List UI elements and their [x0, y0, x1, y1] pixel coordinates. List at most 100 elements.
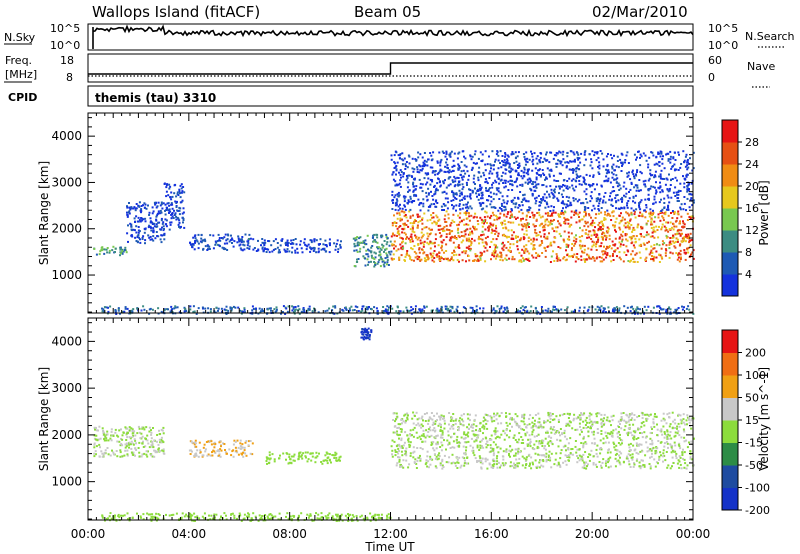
- echo-cell: [553, 309, 556, 311]
- echo-cell: [117, 309, 120, 312]
- echo-cell: [130, 207, 133, 210]
- echo-cell: [143, 206, 146, 209]
- echo-cell: [567, 161, 570, 164]
- echo-cell: [169, 221, 172, 224]
- echo-cell: [504, 168, 507, 171]
- echo-cell: [634, 310, 637, 313]
- echo-cell: [585, 232, 587, 235]
- echo-cell: [665, 208, 668, 211]
- echo-cell: [629, 306, 632, 309]
- echo-cell: [402, 228, 405, 231]
- echo-cell: [630, 181, 633, 184]
- echo-cell: [615, 217, 618, 220]
- echo-cell: [623, 305, 626, 308]
- echo-cell: [424, 164, 427, 167]
- echo-cell: [423, 240, 426, 243]
- echo-cell: [619, 245, 622, 248]
- echo-cell: [546, 167, 549, 170]
- echo-cell: [578, 157, 581, 160]
- echo-cell: [685, 153, 688, 156]
- echo-cell: [615, 165, 618, 168]
- echo-cell: [495, 463, 498, 466]
- echo-cell: [523, 245, 526, 248]
- echo-cell: [304, 243, 307, 246]
- echo-cell: [421, 308, 424, 311]
- echo-cell: [664, 254, 667, 257]
- echo-cell: [302, 307, 305, 309]
- echo-cell: [674, 159, 677, 161]
- echo-cell: [291, 246, 294, 249]
- echo-cell: [248, 245, 251, 248]
- echo-cell: [239, 238, 242, 241]
- echo-cell: [336, 239, 339, 242]
- echo-cell: [515, 160, 518, 163]
- echo-cell: [416, 168, 419, 171]
- echo-cell: [687, 233, 690, 236]
- echo-cell: [200, 241, 203, 244]
- echo-cell: [105, 433, 108, 436]
- echo-cell: [229, 307, 232, 310]
- echo-cell: [373, 240, 376, 243]
- echo-cell: [502, 450, 505, 453]
- echo-cell: [156, 450, 158, 453]
- echo-cell: [551, 227, 554, 230]
- echo-cell: [178, 206, 181, 209]
- echo-cell: [650, 258, 652, 261]
- echo-cell: [405, 161, 408, 163]
- echo-cell: [444, 214, 447, 217]
- echo-cell: [233, 439, 236, 442]
- echo-cell: [487, 227, 490, 230]
- echo-cell: [252, 307, 255, 310]
- echo-cell: [667, 433, 670, 436]
- echo-cell: [542, 460, 545, 463]
- echo-cell: [541, 226, 544, 229]
- echo-cell: [628, 227, 631, 230]
- echo-cell: [417, 221, 420, 224]
- echo-cell: [196, 449, 199, 452]
- echo-cell: [616, 460, 618, 463]
- echo-cell: [504, 226, 507, 229]
- echo-cell: [324, 459, 327, 462]
- echo-cell: [107, 439, 110, 442]
- echo-cell: [518, 259, 521, 262]
- echo-cell: [383, 261, 386, 264]
- echo-cell: [520, 260, 523, 263]
- echo-cell: [522, 153, 525, 155]
- echo-cell: [403, 157, 406, 160]
- echo-cell: [236, 241, 239, 244]
- echo-cell: [248, 440, 250, 443]
- echo-cell: [365, 337, 368, 340]
- echo-cell: [98, 425, 101, 428]
- echo-cell: [679, 190, 682, 192]
- echo-cell: [217, 449, 220, 452]
- echo-cell: [669, 158, 672, 161]
- echo-cell: [676, 238, 679, 241]
- echo-cell: [157, 221, 160, 224]
- echo-cell: [141, 219, 144, 222]
- echo-cell: [625, 245, 628, 248]
- echo-cell: [623, 224, 626, 227]
- echo-cell: [492, 164, 495, 167]
- echo-cell: [542, 196, 545, 199]
- echo-cell: [688, 216, 691, 219]
- echo-cell: [548, 193, 551, 196]
- echo-cell: [643, 305, 646, 308]
- echo-cell: [384, 248, 387, 251]
- echo-cell: [360, 331, 363, 334]
- echo-cell: [602, 307, 605, 310]
- echo-cell: [166, 202, 169, 205]
- echo-cell: [501, 155, 504, 157]
- echo-cell: [637, 307, 639, 310]
- echo-cell: [497, 154, 500, 157]
- echo-cell: [445, 258, 448, 261]
- echo-cell: [218, 239, 221, 242]
- echo-cell: [617, 311, 620, 314]
- echo-cell: [634, 201, 637, 204]
- echo-cell: [484, 228, 487, 231]
- echo-cell: [427, 256, 429, 259]
- echo-cell: [634, 184, 637, 187]
- echo-cell: [662, 308, 665, 311]
- echo-cell: [605, 175, 608, 178]
- echo-cell: [665, 310, 668, 313]
- echo-cell: [630, 213, 633, 216]
